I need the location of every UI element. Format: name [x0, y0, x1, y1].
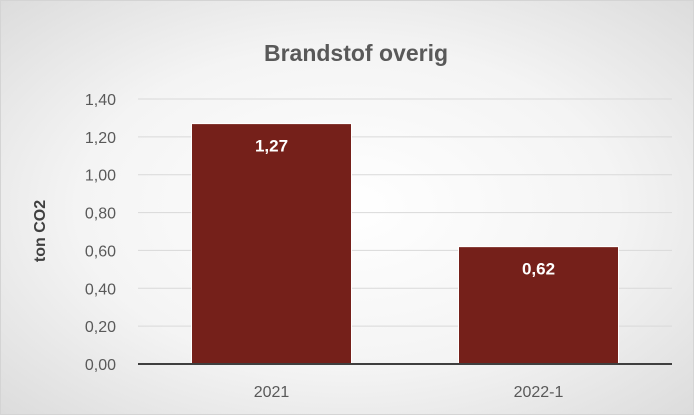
data-label: 1,27: [255, 137, 288, 156]
x-tick-label: 2021: [254, 384, 290, 401]
labels: 0,00 0,20 0,40 0,60 0,80 1,00 1,20 1,40 1,27 2021…: [85, 92, 564, 401]
y-tick-label: 0,00: [85, 357, 116, 374]
y-tick-label: 0,20: [85, 319, 116, 336]
data-label: 0,62: [522, 260, 555, 279]
y-tick-label: 0,40: [85, 281, 116, 298]
y-tick-label: 1,20: [85, 130, 116, 147]
y-tick-label: 1,00: [85, 168, 116, 185]
y-tick-label: 0,80: [85, 206, 116, 223]
bar-2021: [191, 123, 352, 365]
y-tick-label: 0,60: [85, 243, 116, 260]
chart-title: Brandstof overig: [264, 40, 448, 66]
x-tick-label: 2022-1: [514, 384, 564, 401]
bars: [191, 123, 619, 365]
y-axis-label: ton CO2: [32, 200, 49, 262]
y-tick-label: 1,40: [85, 92, 116, 109]
